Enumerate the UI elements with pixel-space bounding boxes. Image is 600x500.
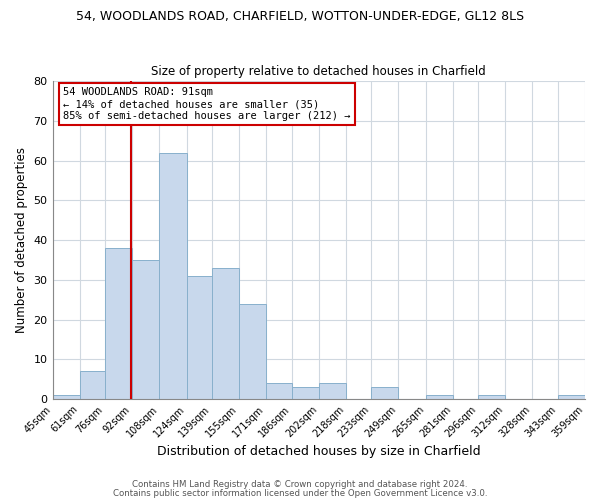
Bar (132, 260, 160, 399)
Bar (371, 387, 398, 399)
Bar (478, 395, 505, 399)
Text: 54 WOODLANDS ROAD: 91sqm
← 14% of detached houses are smaller (35)
85% of semi-d: 54 WOODLANDS ROAD: 91sqm ← 14% of detach… (63, 88, 350, 120)
Bar (425, 395, 453, 399)
Y-axis label: Number of detached properties: Number of detached properties (15, 147, 28, 333)
Bar (187, 276, 212, 399)
Bar (319, 384, 346, 399)
Bar (292, 387, 319, 399)
Bar (266, 384, 292, 399)
Text: Contains HM Land Registry data © Crown copyright and database right 2024.: Contains HM Land Registry data © Crown c… (132, 480, 468, 489)
Bar (212, 268, 239, 399)
Text: 54, WOODLANDS ROAD, CHARFIELD, WOTTON-UNDER-EDGE, GL12 8LS: 54, WOODLANDS ROAD, CHARFIELD, WOTTON-UN… (76, 10, 524, 23)
Bar (80, 372, 105, 399)
Text: Contains public sector information licensed under the Open Government Licence v3: Contains public sector information licen… (113, 490, 487, 498)
Bar (53, 395, 80, 399)
Bar (160, 152, 187, 399)
Bar (558, 395, 585, 399)
Bar (105, 248, 132, 399)
X-axis label: Distribution of detached houses by size in Charfield: Distribution of detached houses by size … (157, 444, 481, 458)
Title: Size of property relative to detached houses in Charfield: Size of property relative to detached ho… (151, 66, 486, 78)
Bar (239, 304, 266, 399)
